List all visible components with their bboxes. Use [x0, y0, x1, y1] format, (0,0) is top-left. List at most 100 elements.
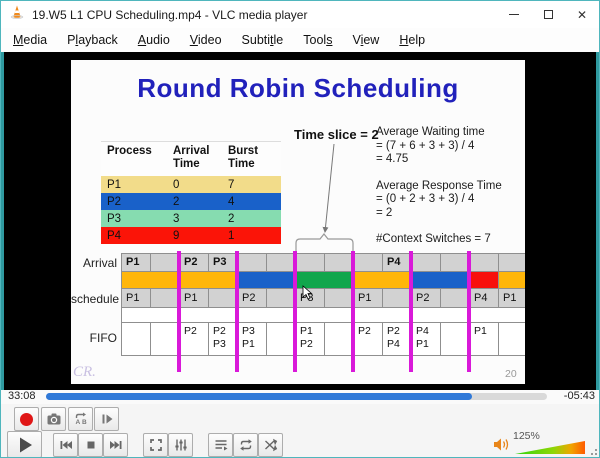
- gantt-cell: [499, 254, 525, 271]
- gantt-label: P2 P4: [387, 325, 400, 350]
- seek-bar[interactable]: [46, 393, 547, 400]
- gantt-fifo-row: P2 P2 P3 P3 P1 P1 P2 P2 P2 P4 P4 P1 P1: [121, 322, 525, 356]
- speaker-icon: [494, 438, 509, 451]
- record-button[interactable]: [14, 407, 39, 431]
- frame-by-frame-button[interactable]: [94, 407, 119, 431]
- gantt-label: P2: [242, 292, 256, 304]
- table-row: P4 9 1: [101, 227, 281, 244]
- gantt-cell: [238, 289, 267, 307]
- loop-button[interactable]: [233, 433, 258, 457]
- menu-tools[interactable]: Tools: [303, 33, 333, 47]
- gantt-cell: [354, 254, 383, 271]
- gantt-cell: [441, 323, 470, 355]
- stop-button[interactable]: [78, 433, 103, 457]
- gantt-cell: [354, 323, 383, 355]
- time-slice-line: [351, 251, 355, 372]
- stop-icon: [87, 441, 94, 449]
- gantt-cell: [470, 254, 499, 271]
- gantt-label: P3: [300, 292, 314, 304]
- record-icon: [20, 412, 33, 426]
- previous-button[interactable]: [53, 433, 78, 457]
- gantt-label: P1: [126, 292, 140, 304]
- time-slice-line: [467, 251, 471, 372]
- gantt-label: P2: [184, 325, 197, 337]
- gantt-cell: [238, 254, 267, 271]
- process-table: Process Arrival Time Burst Time P1 0 7 P…: [101, 141, 281, 244]
- gantt-cell: [412, 254, 441, 271]
- video-edge-left: [1, 52, 4, 390]
- ab-loop-button[interactable]: A B: [68, 407, 93, 431]
- gantt-cell: [296, 254, 325, 271]
- time-slice-line: [235, 251, 239, 372]
- next-button[interactable]: [103, 433, 128, 457]
- mute-button[interactable]: [493, 437, 511, 457]
- gantt-cell: [412, 323, 441, 355]
- video-edge-right: [596, 52, 599, 390]
- random-button[interactable]: [258, 433, 283, 457]
- window-title: 19.W5 L1 CPU Scheduling.mp4 - VLC media …: [32, 7, 308, 22]
- volume-level: 125%: [513, 430, 540, 442]
- table-row: P3 3 2: [101, 210, 281, 227]
- minimize-button[interactable]: [497, 2, 531, 28]
- playlist-button[interactable]: [208, 433, 233, 457]
- gantt-schedule-row: P1 P1 P2 P3 P1 P2 P4 P1: [121, 288, 525, 308]
- gantt-cell: [267, 254, 296, 271]
- extended-settings-button[interactable]: [168, 433, 193, 457]
- gantt-cell: [267, 289, 296, 307]
- video-display[interactable]: Round Robin Scheduling Process Arrival T…: [1, 52, 599, 390]
- volume-slider[interactable]: [515, 441, 585, 454]
- gantt-cell: [441, 289, 470, 307]
- menu-audio[interactable]: Audio: [137, 33, 170, 47]
- gantt-cell: [354, 289, 383, 307]
- snapshot-button[interactable]: [41, 407, 66, 431]
- gantt-label: P1: [184, 292, 198, 304]
- process-table-header: Process Arrival Time Burst Time: [101, 142, 281, 176]
- gantt-label: P2 P3: [213, 325, 226, 350]
- gantt-execution-block-p1: [499, 272, 525, 288]
- gantt-cell: [296, 323, 325, 355]
- fullscreen-button[interactable]: [143, 433, 168, 457]
- next-icon: [109, 441, 121, 449]
- time-slice-arrow: [322, 143, 335, 233]
- seek-progress: [46, 393, 472, 400]
- gantt-execution-block-p2: [412, 272, 470, 288]
- menu-subtitle[interactable]: Subtitle: [241, 33, 284, 47]
- time-slice-line: [293, 251, 297, 372]
- avg-response-block: Average Response Time = (0 + 2 + 3 + 3) …: [376, 179, 502, 219]
- gantt-cell: [499, 289, 525, 307]
- gantt-row-label-schedule: schedule: [71, 292, 120, 306]
- menu-media[interactable]: Media: [13, 33, 48, 47]
- close-button[interactable]: ✕: [565, 2, 599, 28]
- avg-waiting-block: Average Waiting time = (7 + 6 + 3 + 3) /…: [376, 126, 485, 165]
- control-bar: A B: [1, 404, 599, 457]
- gantt-label: P4 P1: [416, 325, 429, 350]
- close-icon: ✕: [576, 7, 588, 22]
- menu-playback[interactable]: Playback: [67, 33, 118, 47]
- gantt-label: P1: [474, 325, 487, 337]
- gantt-cell: [122, 254, 151, 271]
- play-button[interactable]: [7, 431, 42, 457]
- gantt-chart: Arrival schedule FIFO P1 P2 P3 P4 P1 P1 P2 P3 P…: [71, 253, 525, 356]
- table-row: P2 2 4: [101, 193, 281, 210]
- slide-page-number: 20: [505, 368, 517, 380]
- gantt-label: P3: [213, 256, 227, 268]
- minimize-icon: [509, 14, 519, 15]
- menu-video[interactable]: Video: [189, 33, 222, 47]
- gantt-cell: [412, 289, 441, 307]
- menu-help[interactable]: Help: [399, 33, 426, 47]
- vlc-cone-icon: [9, 4, 25, 25]
- gantt-cell: [180, 289, 209, 307]
- resize-grip-icon[interactable]: [588, 446, 597, 455]
- gantt-cell: [151, 323, 180, 355]
- gantt-row-label-fifo: FIFO: [89, 331, 117, 345]
- menu-view[interactable]: View: [352, 33, 380, 47]
- equalizer-icon: [174, 439, 187, 451]
- gantt-label: P2: [184, 256, 198, 268]
- maximize-button[interactable]: [531, 2, 565, 28]
- camera-icon: [47, 413, 60, 425]
- gantt-label: P4: [474, 292, 488, 304]
- shuffle-icon: [264, 438, 277, 452]
- menu-bar: Media Playback Audio Video Subtitle Tool…: [1, 28, 599, 52]
- gantt-arrival-row: P1 P2 P3 P4: [121, 253, 525, 272]
